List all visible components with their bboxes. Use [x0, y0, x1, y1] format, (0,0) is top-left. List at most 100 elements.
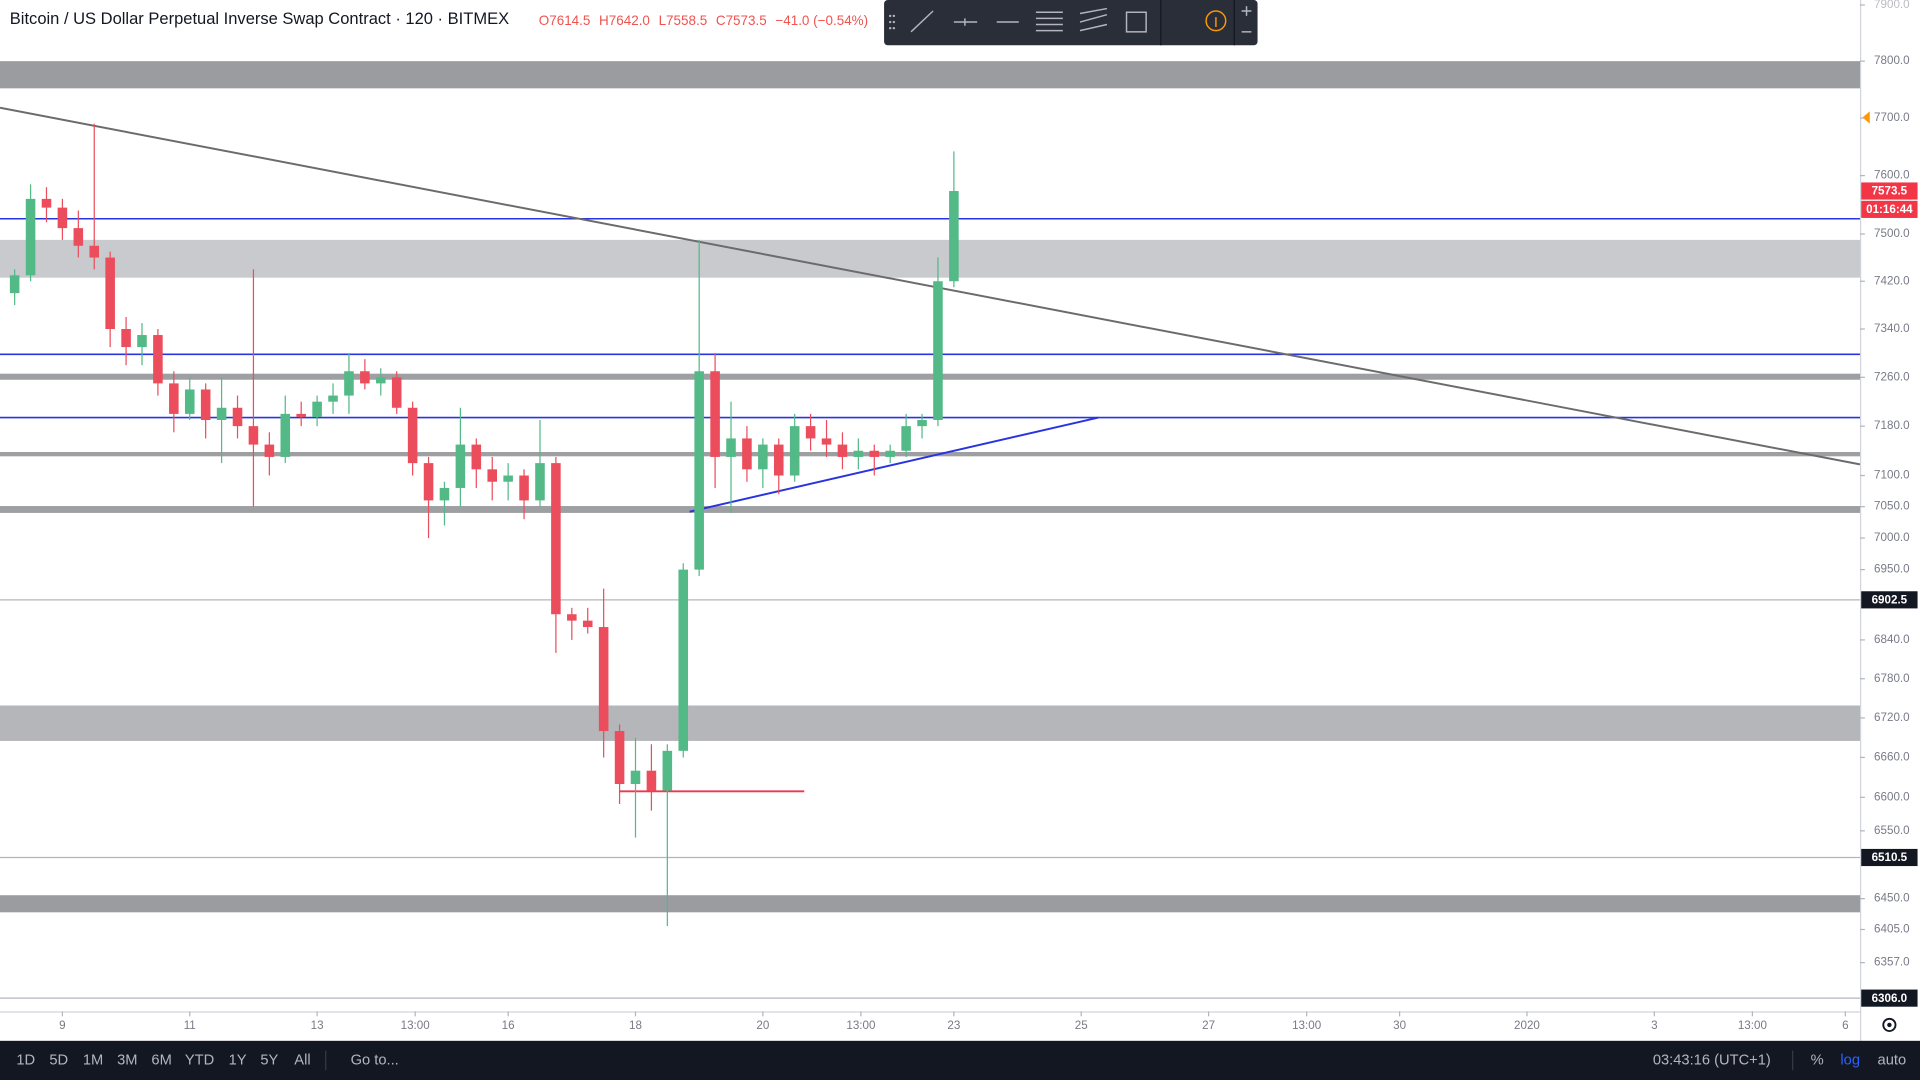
timeframe-button[interactable]: 1M — [83, 1052, 103, 1068]
x-tick-label: 9 — [59, 1019, 65, 1032]
candle-body — [360, 371, 370, 384]
candle-body — [885, 450, 895, 457]
trendline-tool[interactable] — [910, 10, 934, 33]
candle-body — [598, 627, 609, 732]
settings-icon[interactable] — [1882, 1017, 1897, 1032]
timeframe-button[interactable]: 5D — [49, 1052, 68, 1068]
y-tick-label: 6600.0 — [1874, 790, 1910, 803]
candle-body — [89, 245, 100, 258]
x-tick-label: 20 — [756, 1019, 769, 1032]
fib-tool[interactable] — [1035, 11, 1063, 32]
candle-body — [519, 475, 529, 501]
channel-tool[interactable] — [1079, 7, 1108, 32]
y-tick-label: 7100.0 — [1874, 469, 1910, 482]
candle-body — [105, 257, 115, 330]
percent-toggle[interactable]: % — [1811, 1052, 1824, 1068]
candle-body — [232, 407, 243, 427]
y-tick-label: 7420.0 — [1874, 274, 1910, 287]
x-tick-label: 2020 — [1514, 1019, 1540, 1032]
zone — [0, 705, 1860, 741]
bottom-bar — [0, 1040, 1920, 1080]
ohlc-change: −41.0 (−0.54%) — [775, 12, 868, 27]
candle-body — [662, 750, 673, 791]
symbol-title: Bitcoin / US Dollar Perpetual Inverse Sw… — [10, 9, 509, 28]
grip — [888, 14, 892, 18]
y-tick-label: 7800.0 — [1874, 54, 1910, 67]
ohlc-open: O7614.5 — [539, 12, 591, 27]
candle-body — [455, 444, 466, 488]
axes: 7900.0 7800.0 7700.0 7600.0 7500.0 7420.0 7340… — [0, 0, 1920, 1041]
grip — [888, 26, 892, 30]
y-tick-label: 7260.0 — [1874, 370, 1910, 383]
zone — [0, 895, 1860, 913]
toolbar-bg — [884, 0, 1258, 46]
candle-body — [901, 426, 911, 451]
ohlc-close: C7573.5 — [716, 12, 767, 27]
candle-body — [614, 731, 625, 784]
goto-button[interactable]: Go to... — [351, 1052, 399, 1068]
timeframe-button[interactable]: 3M — [117, 1052, 137, 1068]
zones — [0, 61, 1860, 913]
candle-body — [25, 198, 36, 276]
y-tick-label: 7600.0 — [1874, 169, 1910, 182]
x-tick-label: 13:00 — [1738, 1019, 1768, 1032]
candle-body — [551, 463, 561, 615]
x-tick-label: 13:00 — [401, 1019, 431, 1032]
y-tick-label: 6405.0 — [1874, 923, 1910, 936]
candle-body — [248, 426, 259, 445]
candle-body — [264, 444, 275, 457]
candle-body — [837, 444, 848, 457]
y-tick-label: 6357.0 — [1874, 956, 1910, 969]
candle-body — [312, 401, 322, 417]
grip — [892, 20, 896, 24]
rectangle-tool[interactable] — [1125, 11, 1147, 33]
alert-marker — [1862, 111, 1870, 124]
candle-body — [73, 228, 84, 246]
ohlc-high: H7642.0 — [599, 12, 650, 27]
price-label: 7573.5 — [1872, 185, 1908, 198]
y-tick-label: 7700.0 — [1874, 111, 1910, 124]
timeframe-button[interactable]: 1D — [16, 1052, 35, 1068]
candle-body — [821, 438, 832, 445]
y-tick-label: 7500.0 — [1874, 227, 1910, 240]
zone — [0, 61, 1860, 89]
trendline — [689, 416, 1099, 513]
candle-body — [742, 438, 752, 470]
clock[interactable]: 03:43:16 (UTC+1) — [1653, 1052, 1771, 1068]
candle-body — [9, 275, 20, 294]
horizontal-line-tool[interactable] — [953, 18, 978, 26]
y-tick-label: 6550.0 — [1874, 824, 1910, 837]
candles — [9, 123, 959, 927]
info-icon[interactable] — [1205, 10, 1227, 32]
trendline — [0, 106, 1861, 466]
price-label: 6902.5 — [1872, 594, 1908, 607]
x-tick-label: 23 — [947, 1019, 960, 1032]
timeframe-button[interactable]: YTD — [185, 1052, 214, 1068]
y-tick-label: 7340.0 — [1874, 322, 1910, 335]
price-label-box — [1861, 591, 1918, 609]
countdown: 01:16:44 — [1866, 203, 1913, 216]
timeframe-button[interactable]: All — [294, 1052, 310, 1068]
bottom-toolbar: 1D 5D 1M 3M 6M YTD 1Y 5Y All Go to... 03… — [0, 1040, 1920, 1080]
auto-toggle[interactable]: auto — [1878, 1052, 1907, 1068]
candle-body — [630, 770, 641, 784]
grip — [892, 14, 896, 18]
ohlc-low: L7558.5 — [659, 12, 708, 27]
x-tick-label: 30 — [1393, 1019, 1406, 1032]
candle-body — [328, 395, 338, 402]
candle-body — [184, 389, 195, 414]
timeframe-button[interactable]: 6M — [151, 1052, 171, 1068]
price-axis-bg — [1860, 0, 1920, 1041]
timeframe-button[interactable]: 5Y — [260, 1052, 278, 1068]
y-tick-label: 7180.0 — [1874, 419, 1910, 432]
x-tick-label: 25 — [1075, 1019, 1088, 1032]
candle-body — [280, 413, 291, 457]
candle-body — [376, 377, 386, 384]
timeframe-button[interactable]: 1Y — [229, 1052, 247, 1068]
grip — [892, 26, 896, 30]
zoom-in[interactable] — [1241, 6, 1252, 16]
candle-body — [41, 198, 52, 208]
gear[interactable] — [1882, 1017, 1897, 1032]
log-toggle[interactable]: log — [1840, 1052, 1860, 1068]
